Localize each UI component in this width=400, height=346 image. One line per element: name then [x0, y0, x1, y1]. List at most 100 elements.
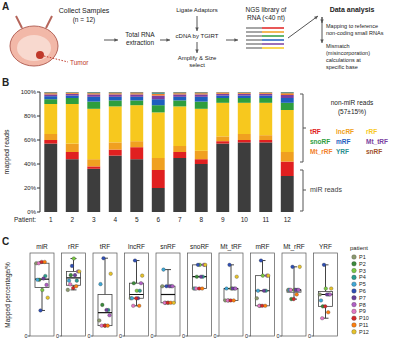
step-label: Mapping to referencenon-coding small RNA… [326, 23, 384, 36]
arrow-head [195, 49, 198, 53]
label-line: Amplify & Size [178, 55, 217, 61]
point [235, 275, 239, 279]
whisker [262, 261, 263, 276]
bar-segment [173, 93, 186, 94]
subplot-frame [282, 253, 306, 336]
y-tick [37, 188, 40, 189]
subplot-title: rRF [68, 243, 79, 250]
point [171, 284, 175, 288]
label-line: Total RNA [125, 31, 155, 38]
point [131, 304, 135, 308]
bar-segment [44, 104, 57, 134]
bar-segment [195, 164, 208, 212]
point [320, 316, 324, 320]
label-line: Ligate Adaptors [176, 7, 218, 13]
legend-label: Mt_rRF [310, 148, 332, 155]
bar-segment [259, 94, 272, 96]
panel-label: C [2, 236, 9, 247]
label-line: NGS library of [246, 6, 287, 14]
bar-segment [44, 93, 57, 94]
y-tick [123, 336, 125, 337]
y-tick [28, 336, 30, 337]
point [36, 278, 40, 282]
bar-segment [130, 105, 143, 141]
subplot-frame [93, 253, 117, 336]
point [259, 259, 263, 263]
legend-swatch [352, 316, 357, 321]
bar-segment [152, 94, 165, 96]
point [161, 284, 165, 288]
bar-segment [130, 159, 143, 212]
legend-label: snoRF [310, 138, 330, 145]
point [199, 275, 203, 279]
legend-title: patient [350, 245, 368, 251]
read-line [246, 27, 262, 29]
bar-segment [216, 96, 229, 98]
point [105, 308, 109, 312]
point [196, 263, 200, 267]
y-tick-label: 60% [24, 137, 37, 143]
bar-segment [66, 92, 79, 94]
bar-segment [195, 92, 208, 94]
y-tick [37, 116, 40, 117]
arrow-head [234, 38, 238, 41]
point [66, 288, 70, 292]
axis-title: mapped reads [3, 129, 11, 174]
label-line: calculations at [326, 57, 361, 63]
legend-label: P2 [359, 261, 366, 267]
y-tick-label: 100% [21, 89, 37, 95]
point [328, 293, 332, 297]
point [298, 265, 302, 269]
step-label: Amplify & Sizeselect [178, 55, 217, 68]
x-tick-label: 11 [262, 216, 269, 223]
point [109, 272, 113, 276]
y-tick [217, 336, 219, 337]
bar-segment [281, 92, 294, 93]
tumor-label: Tumor [70, 59, 89, 66]
box-plot [98, 256, 113, 327]
box [256, 276, 270, 306]
panel-c: CMapped percentage/%miR0rRF0tRF0lncRF0sn… [2, 236, 369, 339]
bar-segment [195, 92, 208, 93]
box-plot [161, 268, 176, 305]
legend-label: P6 [359, 288, 366, 294]
subplot-frame [30, 253, 54, 336]
bar-segment [216, 94, 229, 96]
bar-segment [152, 99, 165, 105]
legend-label: P7 [359, 295, 366, 301]
point [99, 282, 103, 286]
legend-swatch [352, 309, 357, 314]
bar-segment [87, 93, 100, 94]
label-line: Mismatch [326, 43, 350, 49]
bar-segment [238, 142, 251, 212]
legend-swatch [352, 282, 357, 287]
legend-swatch [352, 255, 357, 260]
median [67, 277, 81, 278]
bar-segment [216, 103, 229, 137]
legend-label: P11 [359, 322, 368, 328]
bar-segment [109, 150, 122, 156]
bar-segment [109, 100, 122, 106]
point [319, 299, 323, 303]
box-plot [287, 265, 302, 301]
point [262, 289, 266, 293]
point [42, 277, 46, 281]
x-tick-label: 7 [178, 216, 182, 223]
box [319, 292, 333, 307]
step-label: cDNA by TGIRT [176, 33, 219, 39]
point [195, 275, 199, 279]
subplot-frame [125, 253, 149, 336]
bar-segment [66, 104, 79, 144]
bar-segment [238, 94, 251, 96]
bar-segment [281, 98, 294, 103]
point [102, 256, 106, 260]
box-plot [129, 259, 144, 308]
legend-label: mRF [336, 138, 350, 145]
legend-swatch [352, 296, 357, 301]
bar-segment [66, 94, 79, 96]
box [98, 295, 112, 326]
read-line [262, 47, 284, 49]
step-label: Data analysis [330, 6, 375, 14]
bars [44, 92, 293, 212]
step-label: (n = 12) [73, 16, 96, 24]
